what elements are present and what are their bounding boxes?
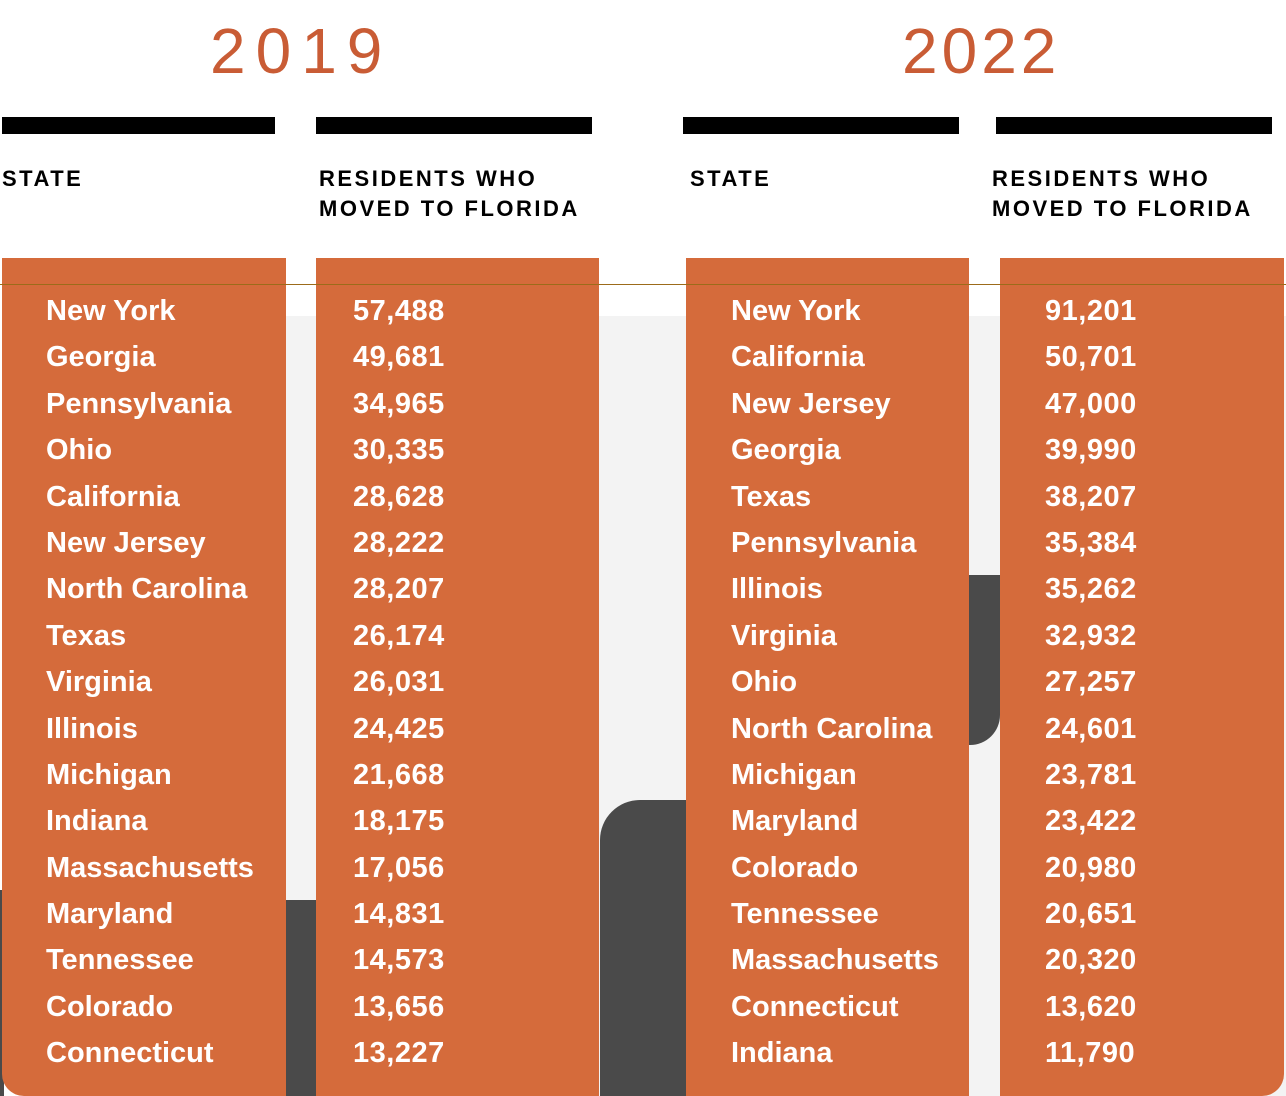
state-cell: Indiana — [46, 805, 148, 838]
divider-line — [0, 284, 1286, 285]
value-cell: 39,990 — [1045, 434, 1137, 467]
state-cell: Georgia — [731, 434, 841, 467]
state-cell: Indiana — [731, 1037, 833, 1070]
state-list-2022: New York California New Jersey Georgia Texas… — [731, 290, 939, 1079]
state-cell: New York — [46, 295, 176, 327]
state-cell: Pennsylvania — [46, 387, 232, 420]
value-cell: 21,668 — [353, 758, 445, 791]
value-cell: 13,620 — [1045, 990, 1137, 1023]
value-cell: 13,227 — [353, 1037, 445, 1070]
state-cell: Massachusetts — [46, 851, 254, 884]
column-header-residents-2019: RESIDENTS WHO MOVED TO FLORIDA — [319, 166, 580, 221]
state-cell: Virginia — [731, 619, 837, 652]
header-rule — [2, 117, 275, 134]
state-cell: Connecticut — [46, 1037, 214, 1070]
header-rule — [316, 117, 592, 134]
value-cell: 27,257 — [1045, 666, 1137, 699]
state-cell: Ohio — [731, 666, 798, 699]
state-cell: North Carolina — [731, 712, 933, 745]
value-cell: 49,681 — [353, 341, 445, 374]
value-column-2019 — [316, 258, 599, 1096]
value-cell: 26,174 — [353, 619, 445, 652]
value-cell: 14,831 — [353, 898, 445, 931]
value-cell: 91,201 — [1045, 295, 1137, 327]
value-cell: 35,384 — [1045, 526, 1137, 559]
state-cell: North Carolina — [46, 573, 248, 606]
value-cell: 14,573 — [353, 944, 445, 977]
state-column-2022 — [686, 258, 969, 1096]
value-cell: 20,651 — [1045, 898, 1137, 931]
state-column-2019 — [2, 258, 286, 1096]
value-cell: 34,965 — [353, 387, 445, 420]
state-cell: Colorado — [731, 851, 859, 884]
value-cell: 28,628 — [353, 480, 445, 513]
state-cell: Texas — [731, 480, 812, 513]
state-cell: New Jersey — [46, 526, 206, 559]
value-list-2022: 91,201 50,701 47,000 39,990 38,207 35,384 35,2… — [1045, 290, 1137, 1079]
value-cell: 11,790 — [1045, 1037, 1136, 1070]
value-cell: 24,425 — [353, 712, 445, 745]
state-cell: California — [46, 480, 180, 513]
value-cell: 23,422 — [1045, 805, 1137, 838]
state-cell: Colorado — [46, 990, 174, 1023]
state-cell: Michigan — [731, 758, 857, 791]
map-shape — [600, 800, 686, 1096]
state-cell: Maryland — [46, 898, 174, 931]
value-cell: 24,601 — [1045, 712, 1137, 745]
value-cell: 38,207 — [1045, 480, 1137, 513]
value-list-2019: 57,488 49,681 34,965 30,335 28,628 28,222 28,2… — [353, 290, 445, 1079]
state-cell: California — [731, 341, 865, 374]
state-list-2019: New York Georgia Pennsylvania Ohio Californi… — [46, 290, 254, 1079]
state-cell: New Jersey — [731, 387, 891, 420]
value-cell: 20,980 — [1045, 851, 1137, 884]
value-cell: 28,207 — [353, 573, 445, 606]
header-rule — [996, 117, 1272, 134]
year-heading-2019: 2019 — [210, 15, 393, 87]
state-cell: Tennessee — [731, 898, 879, 931]
state-cell: Ohio — [46, 434, 113, 467]
value-cell: 26,031 — [353, 666, 445, 699]
state-cell: Pennsylvania — [731, 526, 917, 559]
value-cell: 50,701 — [1045, 341, 1137, 374]
column-header-residents-2022: RESIDENTS WHO MOVED TO FLORIDA — [992, 166, 1253, 221]
state-cell: Tennessee — [46, 944, 194, 977]
state-cell: Texas — [46, 619, 127, 652]
value-cell: 32,932 — [1045, 619, 1137, 652]
state-cell: Illinois — [731, 573, 823, 606]
value-cell: 35,262 — [1045, 573, 1137, 606]
state-cell: Georgia — [46, 341, 156, 374]
map-shape — [286, 900, 316, 1096]
value-cell: 57,488 — [353, 295, 445, 327]
value-cell: 23,781 — [1045, 758, 1137, 791]
value-column-2022 — [1000, 258, 1284, 1096]
state-cell: Michigan — [46, 758, 172, 791]
value-cell: 47,000 — [1045, 387, 1137, 420]
header-rule — [683, 117, 959, 134]
value-cell: 28,222 — [353, 526, 445, 559]
column-header-state-2022: STATE — [690, 166, 772, 191]
value-cell: 18,175 — [353, 805, 445, 838]
value-cell: 20,320 — [1045, 944, 1137, 977]
value-cell: 17,056 — [353, 851, 445, 884]
state-cell: Connecticut — [731, 990, 899, 1023]
map-shape — [969, 575, 1000, 745]
state-cell: Illinois — [46, 712, 138, 745]
value-cell: 30,335 — [353, 434, 445, 467]
state-cell: Massachusetts — [731, 944, 939, 977]
column-header-state-2019: STATE — [2, 166, 84, 191]
state-cell: Virginia — [46, 666, 152, 699]
year-heading-2022: 2022 — [902, 15, 1061, 87]
state-cell: New York — [731, 295, 861, 327]
state-cell: Maryland — [731, 805, 859, 838]
value-cell: 13,656 — [353, 990, 445, 1023]
